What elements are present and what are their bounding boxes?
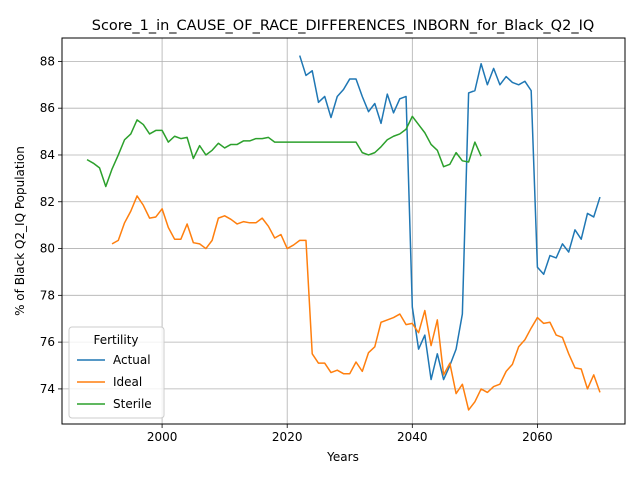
y-tick-label: 78 [40,288,55,302]
y-tick-label: 76 [40,335,55,349]
series-line-sterile [86,115,482,188]
legend-title: Fertility [93,333,138,347]
legend-label-actual: Actual [113,353,151,367]
y-axis-label: % of Black Q2_IQ Population [13,146,27,316]
axis-ticks: 2000 2020 2040 2060 74 76 78 80 82 84 86 88 [40,54,553,444]
series-line-ideal [111,195,601,411]
chart-title: Score_1_in_CAUSE_OF_RACE_DIFFERENCES_INB… [92,18,595,34]
legend-label-sterile: Sterile [113,397,152,411]
x-tick-label: 2020 [272,430,303,444]
x-tick-label: 2000 [147,430,178,444]
x-axis-label: Years [326,450,359,464]
series-lines [86,55,601,411]
legend-entries: Actual Ideal Sterile [77,353,152,411]
x-tick-label: 2060 [522,430,553,444]
y-tick-label: 74 [40,382,55,396]
legend: Fertility Actual Ideal Sterile [68,326,165,419]
y-tick-label: 86 [40,101,55,115]
y-tick-label: 84 [40,148,55,162]
plot-frame [61,37,626,425]
y-tick-label: 88 [40,54,55,68]
legend-box [68,326,165,419]
legend-label-ideal: Ideal [113,375,142,389]
x-tick-label: 2040 [397,430,428,444]
y-tick-label: 80 [40,242,55,256]
y-tick-label: 82 [40,195,55,209]
